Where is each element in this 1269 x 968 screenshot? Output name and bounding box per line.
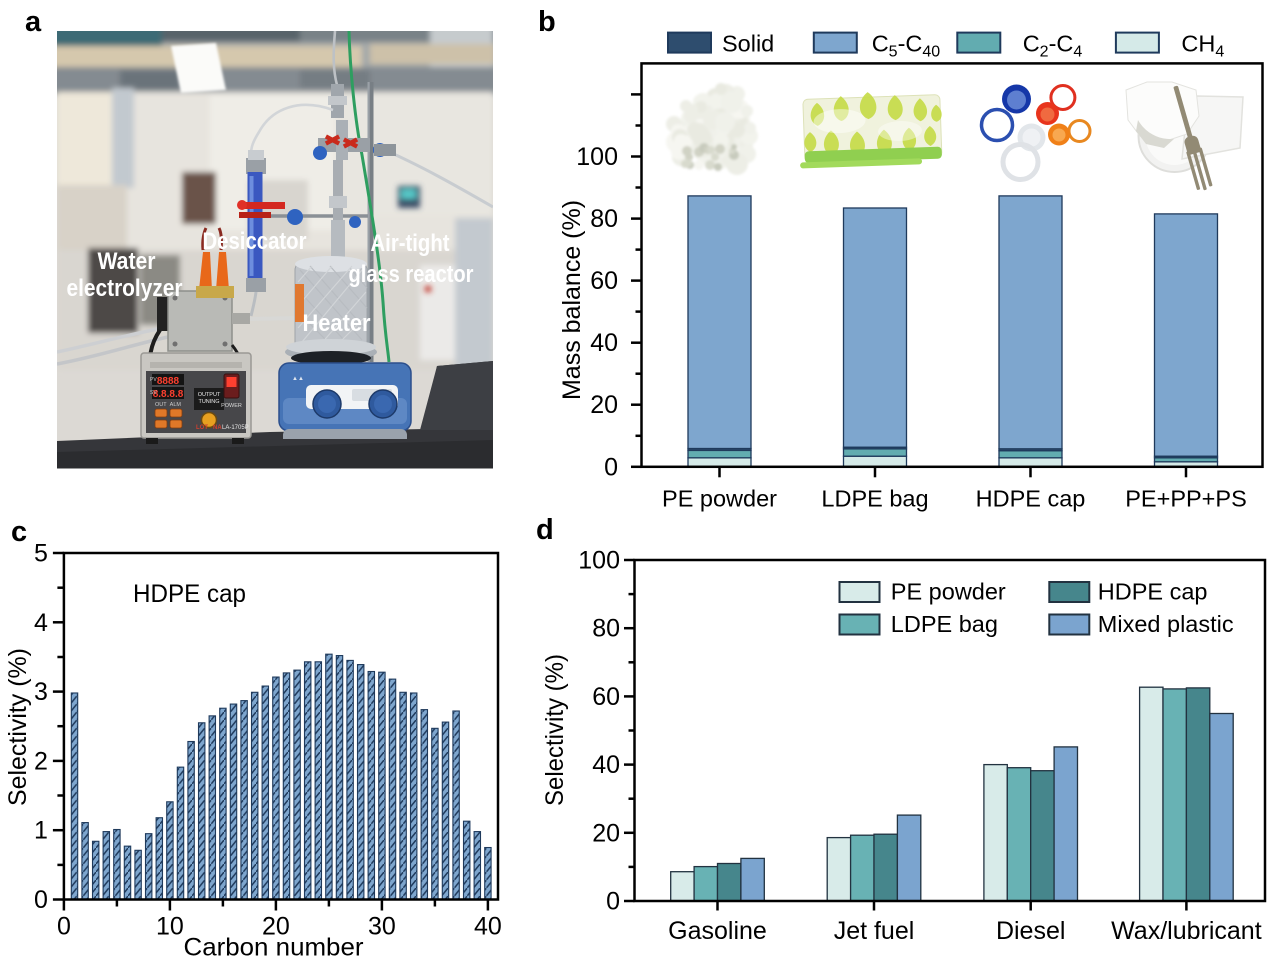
svg-text:PV: PV — [150, 377, 157, 383]
svg-text:0: 0 — [606, 888, 620, 916]
svg-text:8888: 8888 — [157, 376, 180, 387]
svg-text:POWER: POWER — [221, 403, 242, 409]
svg-text:OUTPUT: OUTPUT — [198, 392, 221, 398]
svg-text:30: 30 — [368, 913, 396, 941]
svg-text:0: 0 — [34, 886, 48, 914]
svg-text:5: 5 — [34, 540, 48, 568]
svg-text:PE powder: PE powder — [662, 486, 777, 512]
svg-text:10: 10 — [156, 913, 184, 941]
svg-text:Mixed plastic: Mixed plastic — [1098, 611, 1234, 637]
svg-text:60: 60 — [590, 267, 618, 295]
svg-text:40: 40 — [592, 751, 620, 779]
svg-text:Carbon number: Carbon number — [184, 934, 364, 962]
svg-text:Wax/lubricant: Wax/lubricant — [1111, 917, 1262, 945]
svg-text:40: 40 — [474, 913, 502, 941]
svg-text:1: 1 — [34, 817, 48, 845]
svg-text:Jet fuel: Jet fuel — [834, 917, 915, 945]
svg-text:glass reactor: glass reactor — [349, 261, 474, 288]
svg-text:0: 0 — [57, 913, 71, 941]
svg-text:2: 2 — [34, 747, 48, 775]
svg-text:LDPE bag: LDPE bag — [891, 611, 998, 637]
svg-text:4: 4 — [34, 609, 48, 637]
svg-text:OUT ALM: OUT ALM — [155, 402, 181, 408]
svg-text:Air-tight: Air-tight — [371, 230, 450, 257]
svg-text:Solid: Solid — [722, 31, 774, 57]
svg-text:PE powder: PE powder — [891, 579, 1006, 605]
svg-text:HDPE cap: HDPE cap — [976, 486, 1086, 512]
svg-text:LOT NA: LOT NA — [196, 425, 222, 431]
svg-text:3: 3 — [34, 678, 48, 706]
svg-text:electrolyzer: electrolyzer — [67, 275, 183, 302]
svg-text:20: 20 — [592, 819, 620, 847]
svg-text:Desiccator: Desiccator — [203, 228, 307, 255]
svg-text:c: c — [11, 516, 27, 548]
svg-text:LA-1705P: LA-1705P — [222, 425, 249, 431]
svg-text:HDPE cap: HDPE cap — [1098, 579, 1208, 605]
svg-text:40: 40 — [590, 329, 618, 357]
svg-text:Mass balance (%): Mass balance (%) — [558, 200, 586, 400]
svg-text:100: 100 — [576, 143, 618, 171]
svg-text:80: 80 — [590, 205, 618, 233]
svg-text:C2-C4: C2-C4 — [1023, 31, 1083, 61]
svg-text:Selectivity (%): Selectivity (%) — [4, 648, 32, 806]
svg-text:80: 80 — [592, 615, 620, 643]
svg-text:Gasoline: Gasoline — [668, 917, 767, 945]
svg-text:Heater: Heater — [303, 310, 371, 337]
svg-text:HDPE cap: HDPE cap — [133, 580, 246, 608]
svg-text:20: 20 — [590, 391, 618, 419]
svg-text:20: 20 — [262, 913, 290, 941]
svg-text:a: a — [25, 6, 42, 38]
svg-text:LDPE bag: LDPE bag — [821, 486, 928, 512]
svg-text:0: 0 — [604, 453, 618, 481]
svg-text:▲▲: ▲▲ — [292, 376, 304, 382]
svg-text:Diesel: Diesel — [996, 917, 1065, 945]
svg-text:100: 100 — [578, 547, 620, 575]
svg-text:60: 60 — [592, 683, 620, 711]
svg-text:PE+PP+PS: PE+PP+PS — [1125, 486, 1247, 512]
svg-text:d: d — [536, 514, 554, 546]
svg-text:Water: Water — [98, 248, 156, 275]
svg-text:Selectivity (%): Selectivity (%) — [541, 654, 569, 806]
svg-text:TUNING: TUNING — [198, 399, 219, 405]
svg-text:8.8.8.8: 8.8.8.8 — [153, 389, 184, 400]
svg-text:SV: SV — [150, 390, 157, 396]
svg-text:b: b — [538, 6, 556, 38]
